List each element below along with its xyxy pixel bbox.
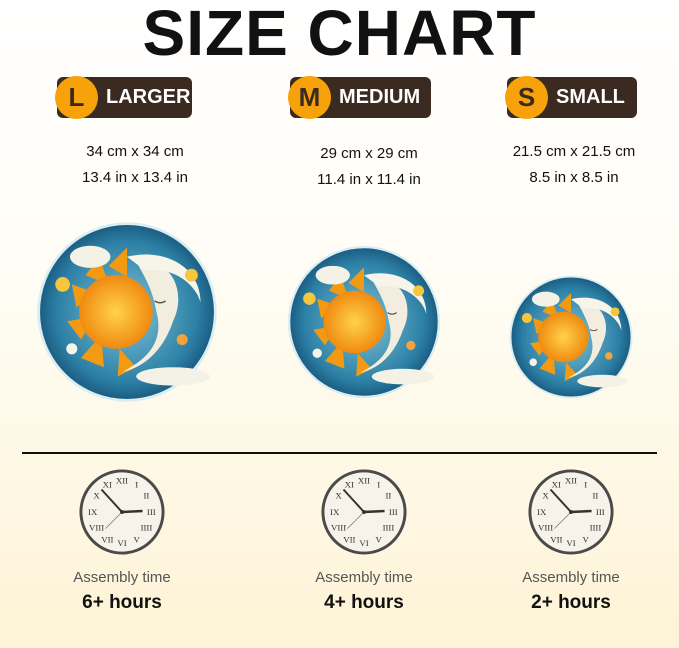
divider (22, 452, 657, 454)
page-title: SIZE CHART (142, 0, 537, 69)
dimension-cm: 29 cm x 29 cm (320, 145, 418, 162)
size-label: MEDIUM (339, 86, 421, 108)
dimension-in: 13.4 in x 13.4 in (82, 169, 188, 186)
size-badge-small: S SMALL (505, 76, 637, 119)
size-badge-large: L LARGER (55, 76, 192, 119)
size-label: SMALL (556, 86, 625, 108)
size-badge-medium: M MEDIUM (288, 76, 431, 119)
dimension-cm: 34 cm x 34 cm (86, 143, 184, 160)
sun-moon-puzzle-image-large (37, 222, 217, 402)
sun-moon-puzzle-image-medium (287, 245, 441, 399)
assembly-hours: 4+ hours (324, 592, 404, 613)
assembly-time-label: Assembly time (522, 569, 620, 586)
dimension-in: 11.4 in x 11.4 in (317, 171, 421, 188)
size-letter: M (288, 76, 331, 119)
size-letter: S (505, 76, 548, 119)
size-letter: L (55, 76, 98, 119)
dimensions-medium: 29 cm x 29 cm 11.4 in x 11.4 in (259, 141, 479, 193)
dimension-cm: 21.5 cm x 21.5 cm (512, 143, 636, 160)
assembly-hours: 6+ hours (82, 592, 162, 613)
size-label: LARGER (106, 86, 191, 108)
dimensions-large: 34 cm x 34 cm 13.4 in x 13.4 in (25, 139, 245, 191)
clock-icon (528, 469, 614, 555)
sun-moon-puzzle-image-small (509, 275, 633, 399)
assembly-time-label: Assembly time (73, 569, 171, 586)
clock-icon (321, 469, 407, 555)
dimensions-small: 21.5 cm x 21.5 cm 8.5 in x 8.5 in (464, 139, 679, 191)
assembly-hours: 2+ hours (531, 592, 611, 613)
assembly-time-label: Assembly time (315, 569, 413, 586)
dimension-in: 8.5 in x 8.5 in (529, 169, 619, 186)
clock-icon (79, 469, 165, 555)
